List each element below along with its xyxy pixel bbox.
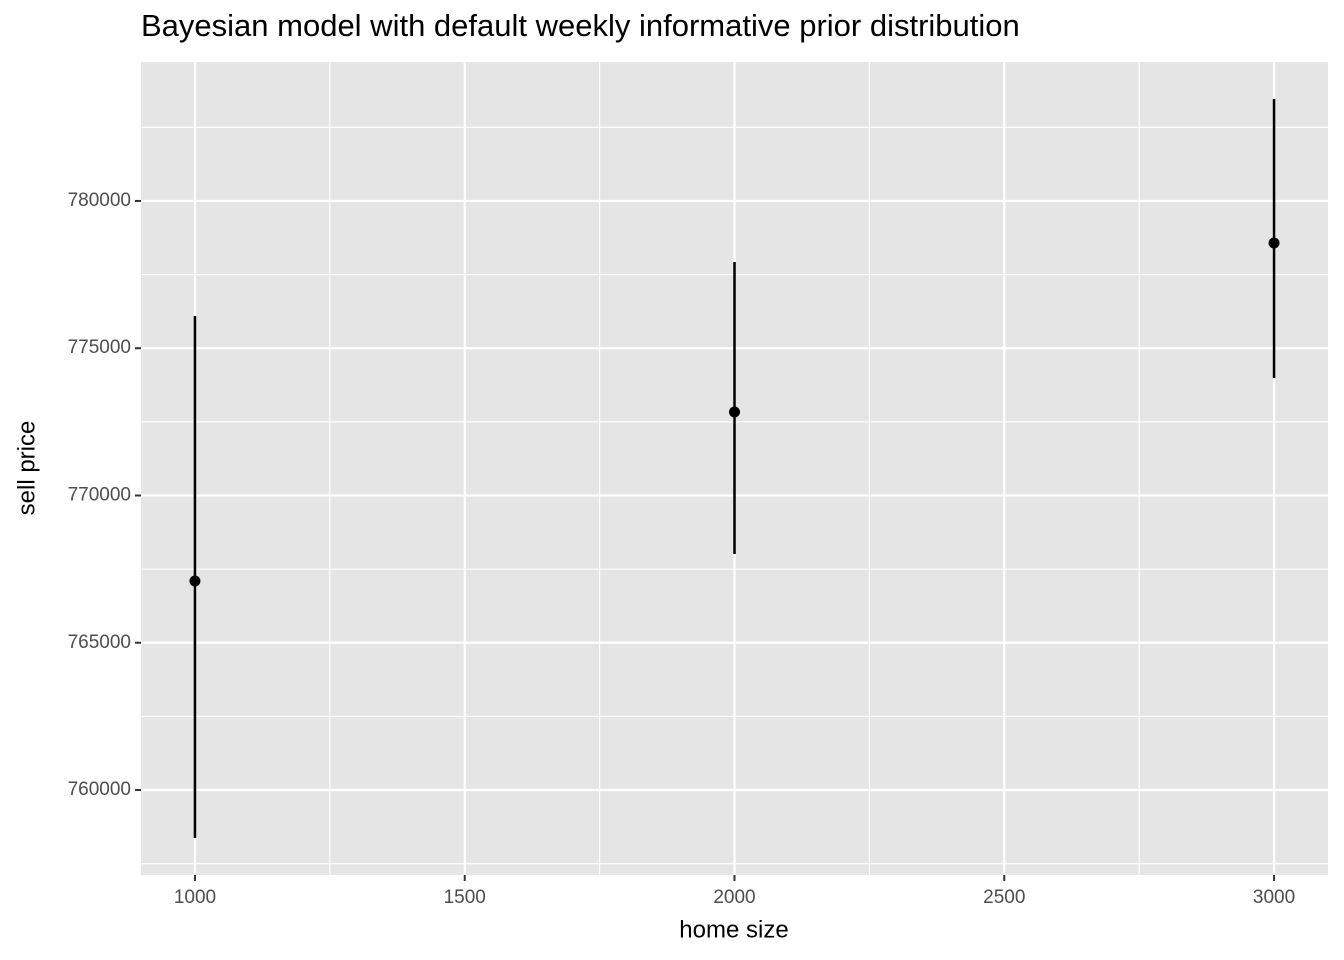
point — [1268, 237, 1280, 249]
x-axis-title: home size — [679, 916, 788, 943]
x-tick-label: 3000 — [1253, 887, 1295, 908]
x-tick-label: 1500 — [444, 887, 486, 908]
point — [729, 406, 740, 418]
y-tick-label: 770000 — [68, 485, 131, 506]
chart-title: Bayesian model with default weekly infor… — [141, 8, 1020, 43]
x-tick-label: 1000 — [174, 887, 216, 908]
x-tick-label: 2500 — [983, 887, 1025, 908]
y-tick-label: 760000 — [68, 779, 131, 800]
point — [189, 575, 201, 587]
y-tick-label: 765000 — [68, 632, 131, 653]
y-tick-label: 775000 — [68, 337, 131, 358]
x-tick-label: 2000 — [713, 887, 755, 908]
y-axis-title: sell price — [13, 421, 40, 516]
y-tick-label: 780000 — [68, 190, 131, 211]
